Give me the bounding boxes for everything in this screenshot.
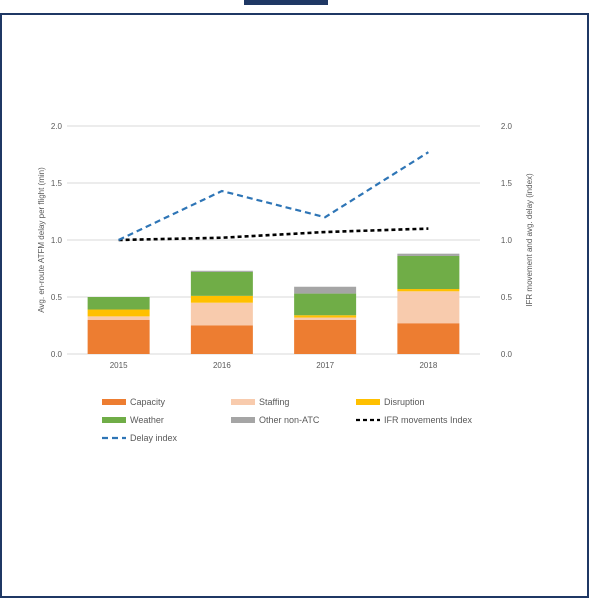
- legend: Capacity Staffing Disruption Weather Other n…: [102, 397, 473, 443]
- y-tick-label-right: 0.5: [501, 293, 513, 302]
- y-tick-label-left: 2.0: [51, 122, 63, 131]
- bar-disruption: [190, 295, 253, 303]
- header-title-fragment: [244, 0, 328, 5]
- bar-other-non-atc: [294, 286, 357, 294]
- legend-label-staffing: Staffing: [259, 397, 289, 407]
- lines: [118, 151, 429, 242]
- bar-staffing: [190, 302, 253, 326]
- bar-disruption: [87, 309, 150, 317]
- bar-disruption: [294, 315, 357, 318]
- y-axis-right-ticks: 0.0 0.5 1.0 1.5 2.0: [501, 122, 513, 359]
- header-bar: [0, 0, 589, 15]
- bar-weather: [294, 293, 357, 316]
- line-ifr-movements-index: [118, 227, 429, 242]
- bar-staffing: [294, 317, 357, 320]
- legend-label-other-non-atc: Other non-ATC: [259, 415, 320, 425]
- legend-label-ifr-movements-index: IFR movements Index: [384, 415, 473, 425]
- bar-weather: [190, 271, 253, 296]
- y-axis-left-ticks: 0.0 0.5 1.0 1.5 2.0: [51, 122, 63, 359]
- y-tick-label-right: 1.0: [501, 236, 513, 245]
- bar-other-non-atc: [397, 253, 460, 256]
- bar-capacity: [397, 323, 460, 354]
- legend-swatch-capacity: [102, 399, 126, 405]
- line-delay-index: [118, 151, 429, 241]
- x-tick-label: 2018: [419, 361, 437, 370]
- x-tick-label: 2017: [316, 361, 334, 370]
- y-axis-left-title: Avg. en-route ATFM delay per flight (min…: [37, 167, 46, 313]
- y-tick-label-right: 2.0: [501, 122, 513, 131]
- bar-other-non-atc: [190, 270, 253, 272]
- x-tick-label: 2016: [213, 361, 231, 370]
- legend-swatch-disruption: [356, 399, 380, 405]
- bar-capacity: [294, 319, 357, 354]
- legend-label-weather: Weather: [130, 415, 164, 425]
- bar-staffing: [87, 316, 150, 320]
- y-tick-label-left: 1.5: [51, 179, 63, 188]
- legend-label-disruption: Disruption: [384, 397, 425, 407]
- bar-staffing: [397, 291, 460, 324]
- y-tick-label-right: 0.0: [501, 350, 513, 359]
- bar-weather: [397, 255, 460, 290]
- bar-capacity: [87, 319, 150, 354]
- y-tick-label-left: 0.5: [51, 293, 63, 302]
- bar-capacity: [190, 325, 253, 354]
- legend-swatch-weather: [102, 417, 126, 423]
- x-axis-ticks: 2015 2016 2017 2018: [110, 361, 438, 370]
- bar-disruption: [397, 289, 460, 292]
- legend-swatch-staffing: [231, 399, 255, 405]
- y-tick-label-right: 1.5: [501, 179, 513, 188]
- legend-label-capacity: Capacity: [130, 397, 166, 407]
- y-axis-right-title: IFR movement and avg. delay (index): [525, 173, 534, 307]
- bars: [87, 253, 460, 354]
- y-tick-label-left: 0.0: [51, 350, 63, 359]
- legend-swatch-other-non-atc: [231, 417, 255, 423]
- bar-weather: [87, 297, 150, 310]
- x-tick-label: 2015: [110, 361, 128, 370]
- legend-label-delay-index: Delay index: [130, 433, 178, 443]
- y-tick-label-left: 1.0: [51, 236, 63, 245]
